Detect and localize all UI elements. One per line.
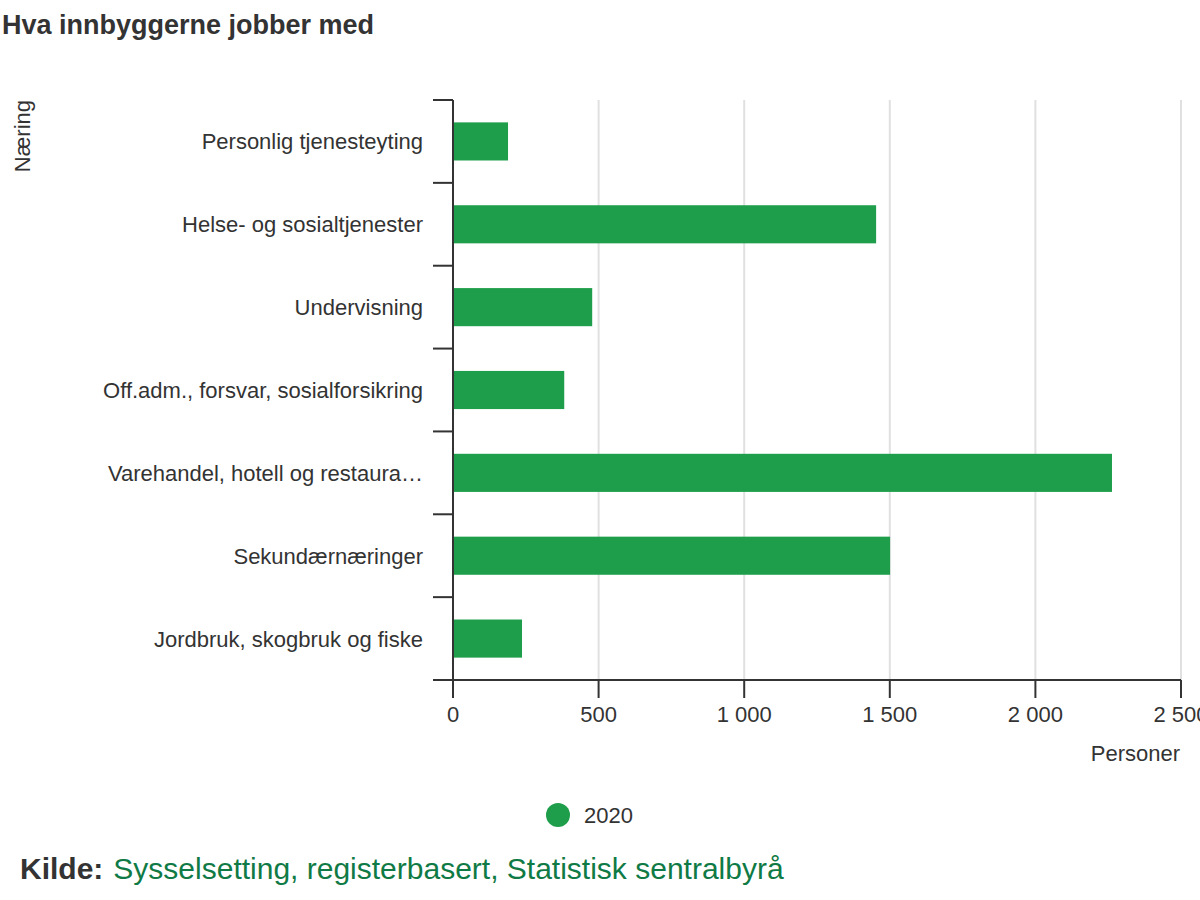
category-label-line: Undervisning — [295, 295, 423, 320]
bars — [453, 122, 1112, 657]
x-tick-label: 1 500 — [862, 702, 917, 727]
source-text: Sysselsetting, registerbasert, Statistis… — [113, 852, 784, 885]
grid-line — [598, 100, 600, 680]
grid-line — [889, 100, 891, 680]
category-tick — [433, 348, 453, 350]
category-label: Varehandel, hotell og restaura… — [108, 461, 423, 486]
category-label-line: Helse- og sosialtjenester — [182, 212, 423, 237]
x-tick — [1180, 680, 1182, 698]
x-tick-label: 1 000 — [717, 702, 772, 727]
legend: 2020 — [546, 803, 633, 828]
category-label-line: Personlig tjenesteyting — [202, 129, 423, 154]
category-label: Personlig tjenesteyting — [202, 129, 423, 154]
grid-line — [1034, 100, 1036, 680]
category-tick — [433, 596, 453, 598]
category-label: Sekundærnæringer — [233, 544, 423, 569]
category-tick — [433, 265, 453, 267]
grid — [599, 100, 1181, 680]
bar — [453, 537, 890, 575]
source-label: Kilde: — [20, 852, 103, 885]
grid-line — [1180, 100, 1182, 680]
x-tick-label: 2 000 — [1008, 702, 1063, 727]
category-label-line: Jordbruk, skogbruk og fiske — [154, 627, 423, 652]
x-axis-line — [435, 679, 1181, 681]
chart-title: Hva innbyggerne jobber med — [2, 10, 374, 40]
category-label: Helse- og sosialtjenester — [182, 212, 423, 237]
category-label-line: Off.adm., forsvar, sosialforsikring — [103, 378, 423, 403]
category-tick — [433, 182, 453, 184]
bar — [453, 288, 592, 326]
grid-line — [743, 100, 745, 680]
category-label-line: Varehandel, hotell og restaura… — [108, 461, 423, 486]
x-tick-label: 500 — [580, 702, 617, 727]
x-tick — [743, 680, 745, 698]
bar — [453, 454, 1112, 492]
source: Kilde: Sysselsetting, registerbasert, Sta… — [20, 852, 784, 885]
x-tick — [889, 680, 891, 698]
bar — [453, 371, 564, 409]
bar — [453, 122, 508, 160]
x-tick — [452, 680, 454, 698]
x-tick-label: 2 500 — [1153, 702, 1200, 727]
category-tick — [433, 99, 453, 101]
legend-label: 2020 — [584, 803, 633, 828]
x-axis-label: Personer — [1091, 741, 1180, 766]
legend-marker — [546, 803, 570, 827]
category-label: Jordbruk, skogbruk og fiske — [154, 627, 423, 652]
category-tick — [433, 513, 453, 515]
y-axis-label: Næring — [10, 100, 35, 172]
bar — [453, 620, 522, 658]
category-label-line: Sekundærnæringer — [233, 544, 423, 569]
chart-root: Hva innbyggerne jobber med Næring 0 500 1 00… — [0, 0, 1200, 900]
bar — [453, 205, 876, 243]
category-label: Undervisning — [295, 295, 423, 320]
y-axis-line — [452, 100, 454, 680]
category-label: Off.adm., forsvar, sosialforsikring — [103, 378, 423, 403]
x-tick-label: 0 — [447, 702, 459, 727]
chart-svg: Hva innbyggerne jobber med Næring 0 500 1 00… — [0, 0, 1200, 900]
x-tick — [598, 680, 600, 698]
x-tick — [1034, 680, 1036, 698]
category-tick — [433, 430, 453, 432]
